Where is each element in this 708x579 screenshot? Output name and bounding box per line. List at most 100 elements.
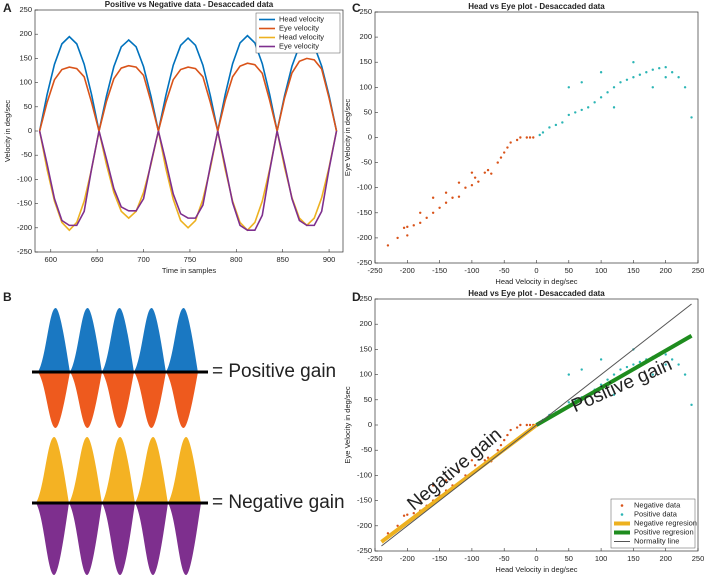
scatter-point	[419, 499, 422, 502]
scatter-point	[677, 76, 680, 79]
scatter-point	[473, 176, 477, 179]
scatter-point	[431, 484, 435, 487]
waveform	[38, 308, 198, 372]
scatter-point	[386, 244, 390, 247]
y-axis-label: Velocity in deg/sec	[3, 100, 12, 162]
y-tick-label: 250	[359, 7, 372, 16]
scatter-point	[438, 206, 441, 209]
scatter-point	[406, 234, 409, 237]
y-tick-label: -250	[357, 258, 372, 267]
y-tick-label: -100	[357, 183, 372, 192]
scatter-point	[683, 373, 687, 376]
x-axis-label: Time in samples	[162, 266, 217, 275]
scatter-point	[477, 180, 480, 183]
legend-label: Eye velocity	[279, 41, 319, 50]
scatter-point	[593, 101, 596, 104]
scatter-point	[580, 81, 583, 84]
series-line	[38, 34, 338, 132]
regression-line	[535, 334, 693, 427]
scatter-point	[464, 186, 467, 189]
scatter-point	[567, 86, 570, 89]
x-tick-label: 100	[595, 266, 608, 275]
scatter-point	[677, 363, 680, 366]
gain-label: = Negative gain	[212, 492, 345, 513]
scatter-point	[638, 360, 642, 364]
scatter-point	[496, 161, 499, 164]
scatter-point	[386, 532, 390, 535]
scatter-point	[503, 151, 506, 154]
scatter-point	[690, 116, 693, 119]
scatter-point	[599, 96, 603, 99]
scatter-point	[664, 76, 667, 79]
x-tick-label: 800	[230, 255, 243, 264]
scatter-point	[664, 353, 667, 356]
chart-title: Head vs Eye plot - Desaccaded data	[468, 289, 605, 298]
scatter-point	[515, 426, 519, 429]
y-tick-label: 100	[19, 78, 32, 87]
scatter-point	[499, 443, 503, 447]
y-tick-label: 150	[359, 344, 372, 353]
x-tick-label: -200	[400, 266, 415, 275]
x-tick-label: 50	[565, 266, 573, 275]
scatter-point	[567, 113, 570, 117]
scatter-point	[612, 373, 616, 376]
scatter-point	[651, 373, 654, 376]
x-tick-label: -50	[499, 266, 510, 275]
scatter-point	[683, 86, 687, 89]
x-tick-label: 150	[627, 554, 640, 563]
panel-label: D	[352, 290, 361, 304]
scatter-point	[580, 368, 583, 371]
scatter-point	[470, 183, 474, 187]
scatter-point	[431, 211, 435, 214]
y-tick-label: 100	[359, 370, 372, 379]
waveform	[38, 372, 198, 428]
scatter-point	[690, 403, 693, 407]
y-tick-label: -150	[17, 199, 32, 208]
scatter-point	[538, 133, 541, 137]
y-tick-label: 250	[19, 5, 32, 14]
scatter-point	[457, 469, 461, 472]
x-tick-label: 900	[323, 255, 336, 264]
scatter-point	[406, 513, 409, 516]
y-tick-label: -100	[17, 174, 32, 183]
scatter-point	[528, 423, 532, 427]
scatter-point	[619, 368, 622, 371]
y-axis-label: Eye Velocity in deg/sec	[343, 99, 352, 176]
y-tick-label: -50	[21, 150, 32, 159]
y-tick-label: 0	[368, 132, 372, 141]
scatter-point	[574, 111, 577, 114]
legend-label: Negative data	[634, 500, 681, 509]
scatter-point	[548, 126, 551, 129]
scatter-point	[499, 156, 503, 159]
scatter-point	[457, 195, 461, 198]
y-tick-label: 0	[28, 126, 32, 135]
scatter-point	[670, 71, 674, 74]
scatter-point	[470, 171, 474, 174]
gain-diagram	[36, 308, 201, 575]
y-axis-label: Eye Velocity in deg/sec	[343, 386, 352, 463]
scatter-point	[486, 168, 490, 172]
x-tick-label: 250	[692, 554, 705, 563]
scatter-point	[632, 76, 635, 79]
scatter-point	[412, 224, 415, 227]
x-tick-label: -150	[432, 554, 447, 563]
scatter-point	[483, 171, 487, 174]
x-tick-label: 850	[276, 255, 289, 264]
plot-area	[374, 11, 699, 264]
scatter-point	[451, 196, 454, 199]
y-tick-label: -50	[361, 158, 372, 167]
legend-swatch	[620, 504, 624, 507]
scatter-point	[586, 106, 590, 109]
x-tick-label: 750	[184, 255, 197, 264]
scatter-point	[612, 86, 616, 89]
scatter-point	[580, 108, 583, 112]
y-tick-label: -100	[357, 470, 372, 479]
legend-label: Positive regresion	[634, 527, 694, 536]
y-tick-label: 50	[364, 395, 372, 404]
scatter-point	[425, 216, 428, 220]
x-tick-label: -150	[432, 266, 447, 275]
x-tick-label: 250	[692, 266, 705, 275]
scatter-point	[528, 136, 532, 139]
scatter-point	[419, 221, 422, 225]
